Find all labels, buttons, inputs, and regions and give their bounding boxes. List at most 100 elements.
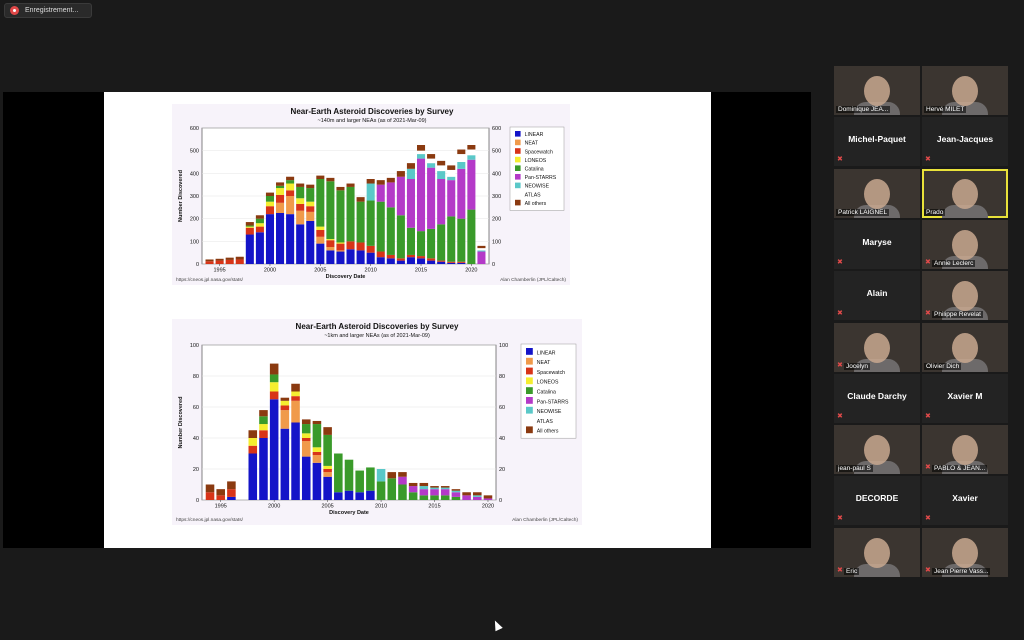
participant-tile[interactable]: DECORDE ✖ <box>834 476 920 526</box>
bar-segment <box>215 258 224 261</box>
bar-segment <box>296 183 305 187</box>
bar-segment <box>346 249 355 264</box>
bar-segment <box>276 202 285 213</box>
participant-tile[interactable]: Olivier Dich <box>922 322 1008 372</box>
y-tick-label-right: 100 <box>492 239 501 245</box>
bar-segment <box>451 490 461 493</box>
participant-tile[interactable]: ✖ Eric <box>834 527 920 577</box>
bar-segment <box>427 163 436 168</box>
legend-entry: All others <box>537 429 559 435</box>
bar-segment <box>326 250 335 264</box>
bar-segment <box>301 438 311 442</box>
bar-segment <box>248 453 258 500</box>
participant-tile[interactable]: ✖ Jean Pierre Vass... <box>922 527 1008 577</box>
bar-segment <box>355 470 364 493</box>
bar-segment <box>326 240 335 247</box>
participant-tile[interactable]: Michel-Paquet ✖ <box>834 117 920 167</box>
bar-segment <box>483 495 493 499</box>
bar-segment <box>269 391 279 400</box>
y-tick-label-right: 60 <box>499 405 505 411</box>
participant-tile[interactable]: Xavier ✖ <box>922 476 1008 526</box>
bar-segment <box>323 472 332 477</box>
bar-segment <box>291 391 300 397</box>
participant-tile[interactable]: ✖ Philippe Revelat <box>922 271 1008 321</box>
bar-segment <box>416 158 426 232</box>
participant-tile[interactable]: Patrick LAIGNEL <box>834 168 920 218</box>
participant-tile[interactable]: Jean-Jacques ✖ <box>922 117 1008 167</box>
bar-segment <box>447 176 456 181</box>
participant-tile[interactable]: jean-paul S <box>834 425 920 475</box>
bar-segment <box>447 180 456 217</box>
bar-segment <box>406 163 415 169</box>
legend-swatch <box>515 165 521 171</box>
bar-segment <box>408 486 418 493</box>
bar-segment <box>473 492 482 496</box>
participant-tile[interactable]: Maryse ✖ <box>834 219 920 269</box>
bar-segment <box>447 169 456 177</box>
bar-segment <box>301 456 311 500</box>
x-tick-label: 2015 <box>428 504 440 510</box>
participant-tile[interactable]: Claude Darchy ✖ <box>834 373 920 423</box>
bar-segment <box>408 482 418 487</box>
participant-tile[interactable]: Dominique JEA... <box>834 66 920 115</box>
bar-segment <box>356 201 365 243</box>
participant-video <box>952 281 978 312</box>
participant-name: Jean Pierre Vass... <box>932 567 991 575</box>
bar-segment <box>316 236 325 244</box>
bar-segment <box>462 495 471 500</box>
participant-name: Alain <box>866 288 888 299</box>
legend-swatch <box>526 348 533 355</box>
chart-140m: Near-Earth Asteroid Discoveries by Surve… <box>172 104 570 285</box>
bar-segment <box>306 184 315 189</box>
participant-tile[interactable]: Hervé MILET <box>922 66 1008 115</box>
bar-segment <box>451 489 461 491</box>
bar-segment <box>248 445 258 454</box>
bar-segment <box>255 218 264 224</box>
participant-tile[interactable]: ✖ PABLO & JEAN... <box>922 425 1008 475</box>
bar-segment <box>326 247 335 251</box>
participant-tile[interactable]: Xavier M ✖ <box>922 373 1008 423</box>
participant-video <box>952 435 978 466</box>
bar-segment <box>467 155 476 160</box>
bar-segment <box>366 490 375 500</box>
bar-segment <box>386 177 395 183</box>
participant-name: Olivier Dich <box>924 362 962 370</box>
bar-segment <box>312 420 322 425</box>
x-tick-label: 2020 <box>465 268 477 274</box>
bar-segment <box>386 254 395 259</box>
bar-segment <box>419 482 429 487</box>
bar-segment <box>306 206 315 212</box>
y-tick-label-right: 100 <box>499 343 508 349</box>
participant-tile[interactable]: Alain ✖ <box>834 271 920 321</box>
legend-entry: ATLAS <box>537 419 554 425</box>
y-tick-label-right: 600 <box>492 126 501 132</box>
bar-segment <box>451 496 461 500</box>
participant-tile[interactable]: Prado <box>922 168 1008 218</box>
chart-1km: Near-Earth Asteroid Discoveries by Surve… <box>172 319 582 525</box>
bar-segment <box>245 227 254 235</box>
bar-segment <box>427 167 436 229</box>
participant-video-body <box>854 563 900 577</box>
bar-segment <box>291 422 300 500</box>
x-axis-label: Discovery Date <box>326 274 366 280</box>
bar-segment <box>248 438 258 446</box>
legend-swatch <box>526 426 533 434</box>
bar-segment <box>269 399 279 500</box>
x-tick-label: 2005 <box>314 268 326 274</box>
bar-segment <box>366 200 375 246</box>
bar-segment <box>356 242 365 251</box>
bar-segment <box>398 472 407 477</box>
bar-segment <box>366 183 375 201</box>
recording-indicator[interactable]: Enregistrement... <box>4 3 92 18</box>
chart-credit: Alan Chamberlin (JPL/Caltech) <box>500 277 566 283</box>
participant-tile[interactable]: ✖ Annie Leclerc <box>922 219 1008 269</box>
participant-video <box>864 537 890 568</box>
bar-segment <box>276 213 285 264</box>
bar-segment <box>376 251 385 258</box>
bar-segment <box>269 374 279 383</box>
participant-tile[interactable]: ✖ Jocelyn <box>834 322 920 372</box>
bar-segment <box>344 459 354 491</box>
bar-segment <box>280 410 290 429</box>
bar-segment <box>416 150 426 155</box>
bar-segment <box>301 419 311 425</box>
